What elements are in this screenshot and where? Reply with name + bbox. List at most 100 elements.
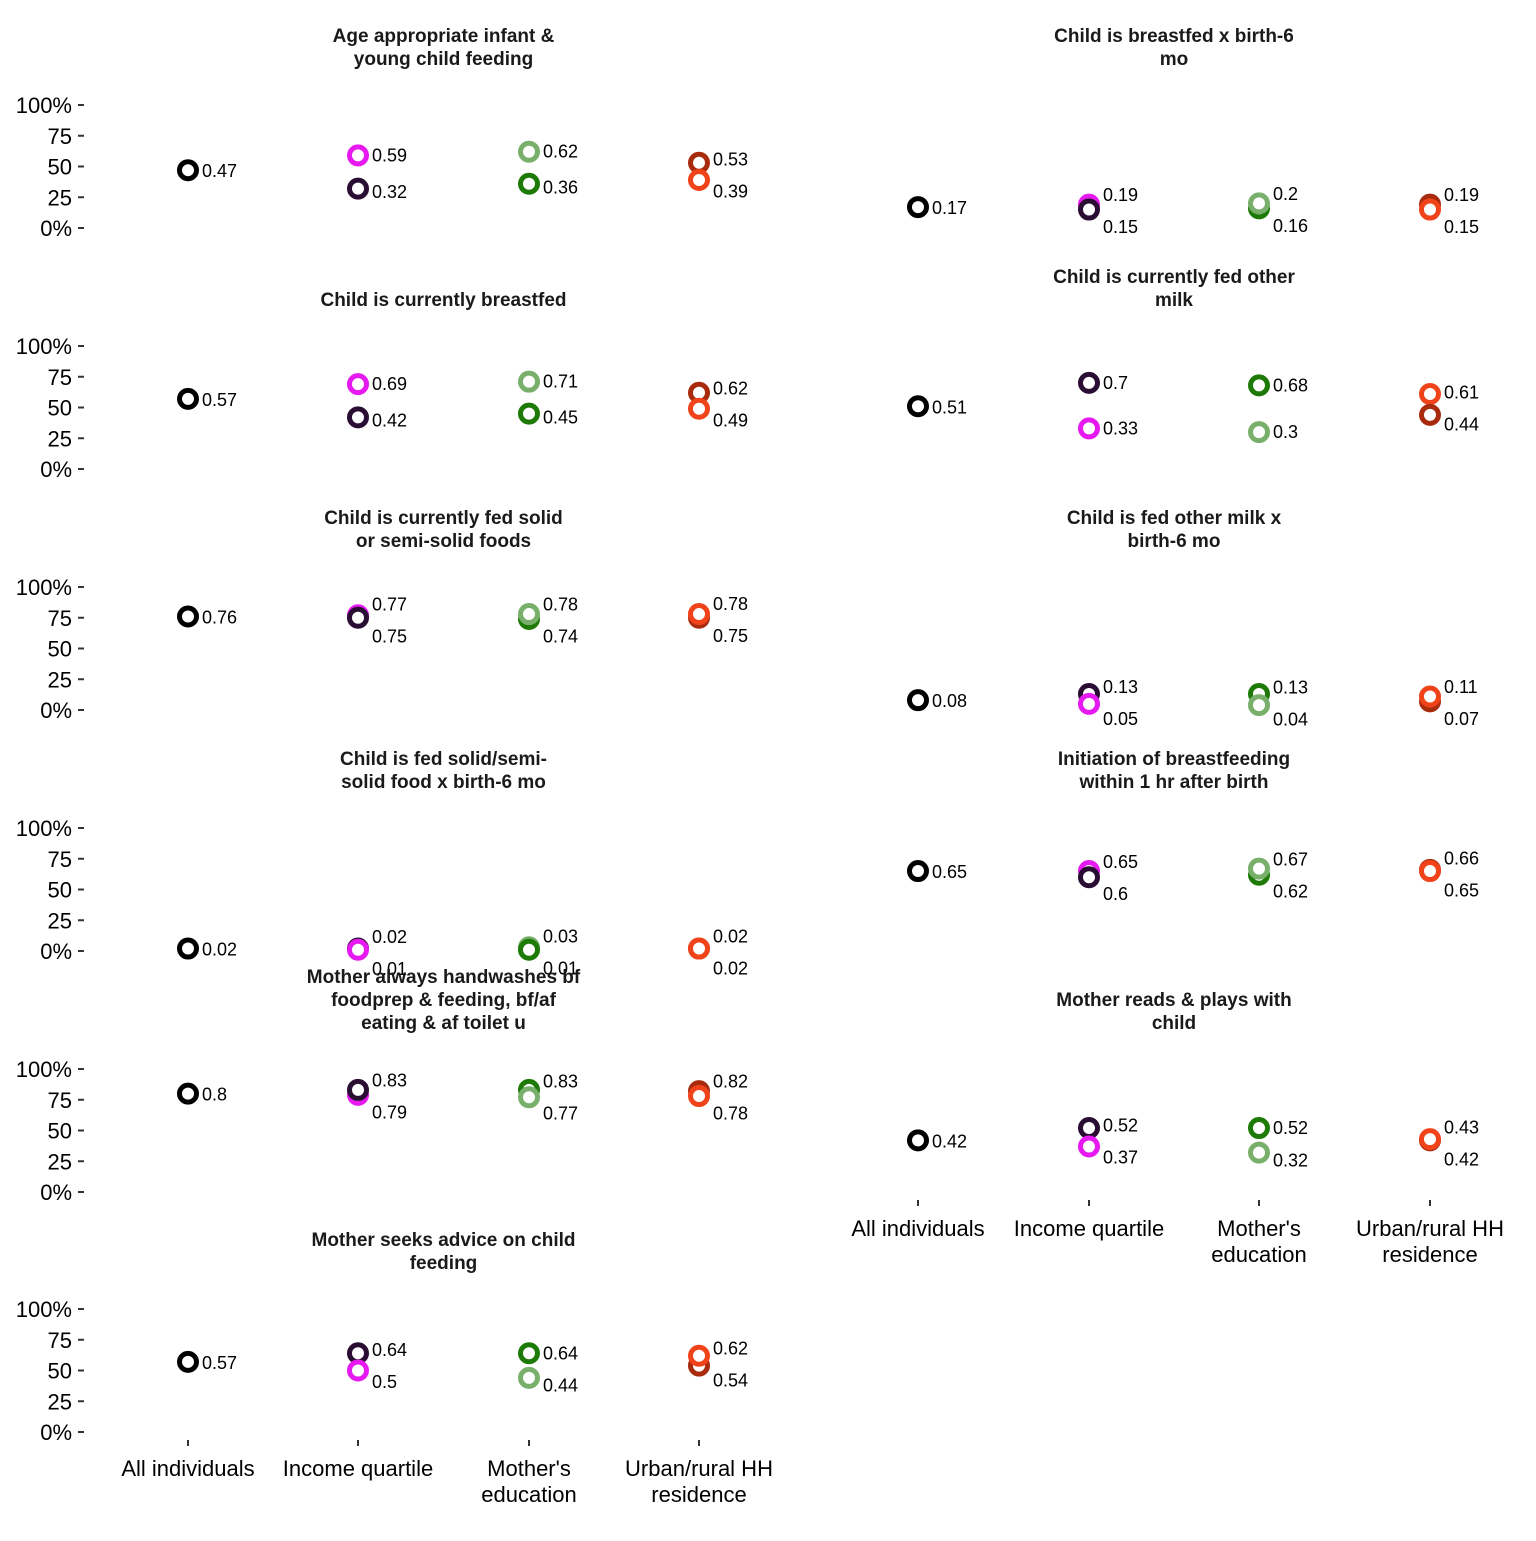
y-tick-label: 75 [48, 124, 72, 149]
panel-title: birth-6 mo [1128, 531, 1221, 552]
data-point [1248, 1117, 1270, 1140]
data-point [347, 144, 369, 167]
data-label: 0.62 [713, 1339, 748, 1359]
data-point [688, 397, 710, 420]
data-label: 0.08 [932, 691, 967, 711]
y-tick-label: 75 [48, 606, 72, 631]
data-point [1078, 371, 1100, 394]
y-tick-label: 0% [40, 457, 72, 482]
data-point [518, 172, 540, 195]
data-label: 0.33 [1103, 418, 1138, 438]
panel-title: foodprep & feeding, bf/af [331, 990, 556, 1011]
data-point [1078, 692, 1100, 715]
data-point [518, 938, 540, 961]
y-tick-label: 25 [48, 1149, 72, 1174]
y-tick-label: 50 [48, 155, 72, 180]
data-label: 0.65 [1444, 880, 1479, 900]
data-label: 0.75 [713, 626, 748, 646]
data-label: 0.77 [372, 595, 407, 615]
data-label: 0.45 [543, 408, 578, 428]
data-label: 0.32 [1273, 1150, 1308, 1170]
data-point [1419, 860, 1441, 883]
data-label: 0.39 [713, 181, 748, 201]
data-label: 0.02 [713, 927, 748, 947]
y-tick-label: 25 [48, 185, 72, 210]
data-label: 0.52 [1103, 1115, 1138, 1135]
y-tick-label: 50 [48, 1119, 72, 1144]
x-category-label: Income quartile [1014, 1216, 1164, 1241]
panel-title: mo [1160, 49, 1189, 70]
y-tick-label: 50 [48, 637, 72, 662]
data-point [1419, 198, 1441, 221]
data-label: 0.5 [372, 1372, 397, 1392]
panel-1: Child is breastfed x birth-6mo 0.17 0.19 0.… [907, 26, 1479, 237]
y-tick-label: 0% [40, 216, 72, 241]
panel-title: Child is currently fed other [1053, 267, 1295, 288]
data-label: 0.75 [372, 627, 407, 647]
x-category-label: Mother's education [1211, 1216, 1306, 1267]
data-point [518, 1342, 540, 1365]
y-tick-label: 0% [40, 1180, 72, 1205]
data-label: 0.6 [1103, 884, 1128, 904]
data-label: 0.01 [372, 959, 407, 979]
panel-title: young child feeding [354, 49, 533, 70]
data-label: 0.64 [372, 1340, 407, 1360]
panel-title: solid food x birth-6 mo [341, 772, 546, 793]
data-point [1078, 1135, 1100, 1158]
panel-0: Age appropriate infant &young child feed… [16, 26, 748, 241]
x-category-label: All individuals [851, 1216, 984, 1241]
data-point [1419, 403, 1441, 426]
data-point [907, 860, 929, 883]
data-point [1248, 857, 1270, 880]
y-tick-label: 50 [48, 396, 72, 421]
data-point [347, 1359, 369, 1382]
data-label: 0.36 [543, 178, 578, 198]
data-point [907, 1129, 929, 1152]
data-point [1419, 382, 1441, 405]
data-label: 0.74 [543, 627, 578, 647]
data-label: 0.13 [1103, 677, 1138, 697]
data-point [518, 140, 540, 163]
data-point [177, 1082, 199, 1105]
panel-title: within 1 hr after birth [1079, 772, 1269, 793]
data-point [688, 169, 710, 192]
x-category-label: Income quartile [283, 1456, 433, 1481]
y-tick-label: 0% [40, 698, 72, 723]
data-label: 0.65 [932, 862, 967, 882]
data-point [1078, 866, 1100, 889]
data-label: 0.59 [372, 145, 407, 165]
panel-6: Child is fed solid/semi-solid food x bir… [16, 749, 748, 979]
panel-title: Mother seeks advice on child [312, 1230, 576, 1251]
data-point [518, 402, 540, 425]
data-label: 0.76 [202, 608, 237, 628]
y-tick-label: 100% [16, 816, 72, 841]
panel-title: Child is fed solid/semi- [340, 749, 547, 770]
data-point [177, 159, 199, 182]
data-label: 0.03 [543, 927, 578, 947]
data-point [347, 406, 369, 429]
panel-title: Mother reads & plays with [1056, 990, 1291, 1011]
data-label: 0.15 [1103, 217, 1138, 237]
data-label: 0.16 [1273, 216, 1308, 236]
data-point [177, 387, 199, 410]
data-point [347, 606, 369, 629]
y-tick-label: 0% [40, 939, 72, 964]
data-label: 0.78 [543, 595, 578, 615]
data-label: 0.01 [543, 959, 578, 979]
data-point [1248, 1141, 1270, 1164]
panel-title: or semi-solid foods [356, 531, 531, 552]
data-label: 0.19 [1444, 185, 1479, 205]
data-label: 0.62 [1273, 882, 1308, 902]
data-point [1078, 417, 1100, 440]
panel-title: Child is fed other milk x [1067, 508, 1282, 529]
data-label: 0.02 [202, 940, 237, 960]
panel-title: Child is currently breastfed [320, 290, 566, 311]
data-label: 0.32 [372, 182, 407, 202]
